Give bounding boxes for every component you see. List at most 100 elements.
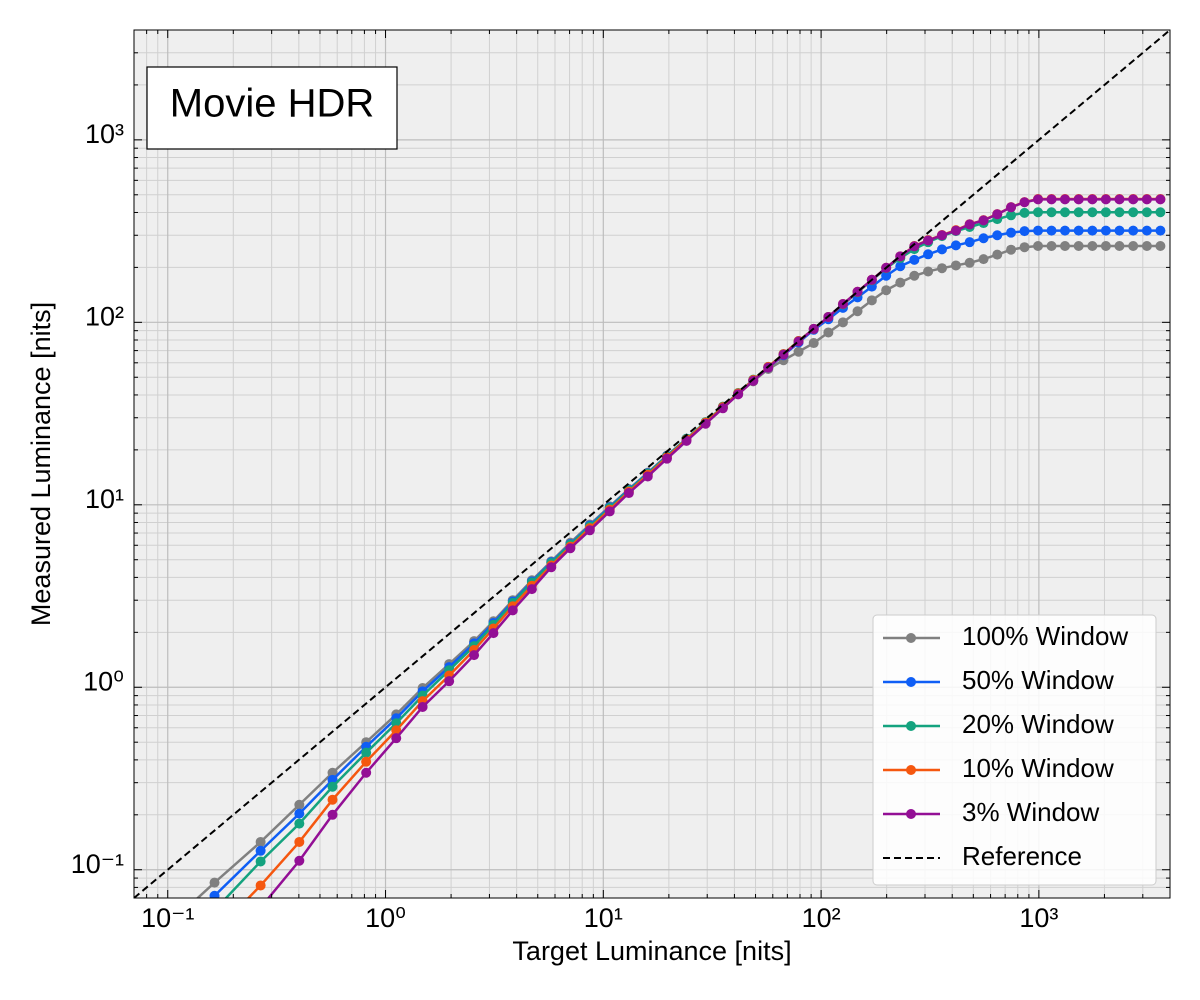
data-point	[417, 701, 428, 712]
data-point	[895, 261, 906, 272]
data-point	[964, 219, 975, 230]
data-point	[1006, 227, 1017, 238]
data-point	[1019, 226, 1030, 237]
data-point	[1033, 194, 1044, 205]
data-point	[361, 747, 372, 758]
annotation: Movie HDR	[170, 82, 374, 126]
x-tick-label: 10⁰	[365, 903, 406, 933]
data-point	[1073, 207, 1084, 218]
data-point	[327, 809, 338, 820]
legend-label: 50% Window	[962, 665, 1114, 695]
data-point	[733, 389, 744, 400]
x-tick-label: 10²	[802, 903, 841, 933]
data-point	[923, 249, 934, 260]
reference-line	[134, 30, 1170, 898]
y-tick-label: 10⁻¹	[71, 849, 124, 879]
data-point	[992, 230, 1003, 241]
data-point	[936, 244, 947, 255]
data-point	[793, 346, 804, 357]
legend-label: 100% Window	[962, 621, 1128, 651]
data-point	[546, 562, 557, 573]
data-point	[1155, 225, 1166, 236]
data-point	[852, 306, 863, 317]
legend-marker	[906, 765, 916, 775]
data-point	[936, 230, 947, 241]
data-point	[1006, 244, 1017, 255]
y-axis-label: Measured Luminance [nits]	[26, 302, 56, 626]
data-point	[748, 375, 759, 386]
data-point	[1046, 194, 1057, 205]
data-point	[1073, 240, 1084, 251]
data-point	[923, 266, 934, 277]
data-point	[1059, 207, 1070, 218]
data-point	[909, 270, 920, 281]
y-tick-label: 10³	[85, 119, 124, 149]
data-point	[837, 317, 848, 328]
data-point	[327, 767, 338, 778]
data-point	[1128, 240, 1139, 251]
data-point	[978, 215, 989, 226]
data-point	[444, 676, 455, 687]
data-point	[1114, 240, 1125, 251]
data-point	[1059, 225, 1070, 236]
data-point	[294, 818, 305, 829]
data-point	[604, 506, 615, 517]
data-point	[294, 836, 305, 847]
data-point	[1073, 194, 1084, 205]
data-point	[391, 733, 402, 744]
data-point	[1114, 194, 1125, 205]
data-point	[507, 605, 518, 616]
x-tick-label: 10¹	[584, 903, 623, 933]
legend-marker	[906, 633, 916, 643]
data-point	[1087, 207, 1098, 218]
legend-marker	[906, 809, 916, 819]
legend-label: Reference	[962, 841, 1082, 871]
legend-box	[872, 614, 1157, 886]
data-point	[255, 845, 266, 856]
data-point	[209, 890, 220, 898]
data-point	[992, 209, 1003, 220]
data-point	[327, 774, 338, 785]
data-point	[623, 488, 634, 499]
plot-lines	[134, 30, 1170, 898]
data-point	[1019, 242, 1030, 253]
data-point	[1059, 240, 1070, 251]
data-point	[978, 254, 989, 265]
data-point	[391, 725, 402, 736]
data-point	[936, 263, 947, 274]
legend-label: 20% Window	[962, 709, 1114, 739]
data-point	[1087, 194, 1098, 205]
data-point	[1128, 194, 1139, 205]
data-point	[1046, 225, 1057, 236]
data-point	[700, 418, 711, 429]
data-point	[1006, 210, 1017, 221]
ticks: 10⁻¹ 10⁰ 10¹ 10² 10³ 10⁻¹ 10⁰ 10¹ 10² 10³	[71, 30, 1170, 933]
data-point	[1033, 240, 1044, 251]
data-point	[923, 235, 934, 246]
data-point	[1141, 240, 1152, 251]
annotation-box	[146, 66, 398, 150]
plot-frame	[133, 29, 1171, 899]
data-point	[1128, 207, 1139, 218]
data-point	[1114, 225, 1125, 236]
data-point	[950, 240, 961, 251]
legend-label: 3% Window	[962, 797, 1099, 827]
x-axis-label: Target Luminance [nits]	[512, 936, 791, 966]
data-point	[950, 225, 961, 236]
data-point	[584, 525, 595, 536]
data-point	[1006, 202, 1017, 213]
data-point	[1087, 225, 1098, 236]
data-point	[909, 254, 920, 265]
legend-label: 10% Window	[962, 753, 1114, 783]
legend-marker	[906, 677, 916, 687]
data-point	[361, 756, 372, 767]
data-point	[255, 836, 266, 847]
data-point	[1019, 207, 1030, 218]
data-point	[294, 799, 305, 810]
data-point	[950, 260, 961, 271]
data-point	[488, 628, 499, 639]
data-point	[1100, 194, 1111, 205]
data-point	[1141, 207, 1152, 218]
data-point	[1019, 197, 1030, 208]
